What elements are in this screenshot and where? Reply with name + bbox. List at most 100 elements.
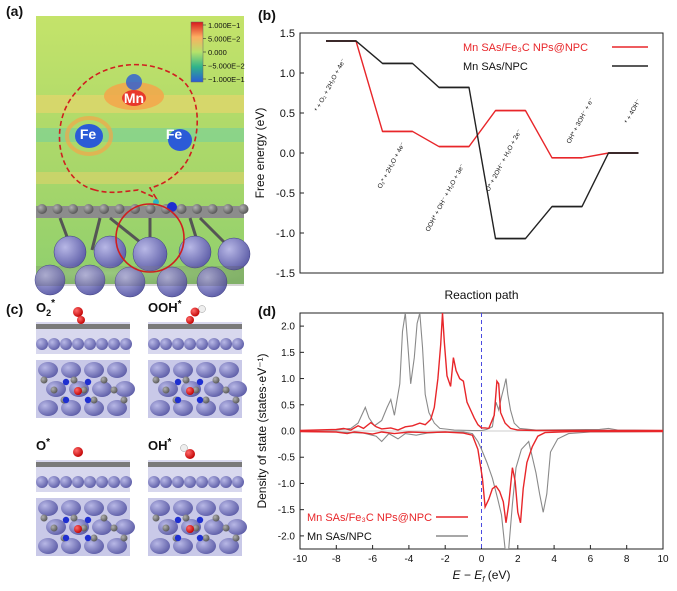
panel-b: 1.5 1.0 0.5 0.0 -0.5 -1.0 -1.5 Free energy (eV)… [253,7,664,302]
carbon-atom-top [110,524,118,532]
step-label: O* + 2OH⁻ + H₂O + 2e⁻ [485,128,524,193]
fe-atom-top [84,538,104,554]
dos-curve-mn-sas-fe3c-up [300,313,663,432]
legend-label: Mn SAs/NPC [307,531,372,543]
fe-atom-top [92,381,112,397]
colorbar-tick-label: 5.000E−2 [208,35,240,44]
zoom-circle [115,203,185,273]
fe-atom [120,338,132,350]
fe-atom [108,476,120,488]
carbon-atom-top [192,386,200,394]
fe-atom-top [219,362,239,378]
carbon-atom-top [110,386,118,394]
fe-atom [36,338,48,350]
carbon-atom-top [202,534,210,542]
fe-atom [160,476,172,488]
y-tick-label: -1.5 [278,505,296,516]
fe-atom-top [92,519,112,535]
fe-atom [36,476,48,488]
legend-label: Mn SAs/Fe₃C NPs@NPC [463,42,588,54]
fe-atom-top [227,519,247,535]
step-label: OOH* + OH⁻ + H₂O + 3e⁻ [425,162,467,233]
fe3c-atom [53,235,87,269]
fe-atom-top [38,400,58,416]
atom-label-fe-left: Fe [80,126,97,142]
nitrogen-atom-top [84,516,92,524]
carbon-atom-top [182,514,190,522]
x-axis-label: E − Ef (eV) [453,568,511,584]
fe-atom [84,338,96,350]
colorbar-tick-label: 0.000 [208,48,227,57]
carbon-layer [148,324,242,329]
carbon-layer [36,462,130,467]
fe-atom-top [196,538,216,554]
fe-atom [208,338,220,350]
carbon-atom [207,204,218,214]
carbon-atom-top [192,524,200,532]
nitrogen-atom-top [196,378,204,386]
adsorbate-label: OOH* [148,299,182,315]
colorbar-tick-label: −1.000E−1 [208,75,245,84]
fe-atom [148,476,160,488]
fe-atom-top [196,362,216,378]
oxygen-atom-top [186,525,194,533]
y-tick-label: -0.5 [278,453,296,464]
carbon-atom [238,204,249,214]
panel-a-label: (a) [6,3,23,19]
y-tick-label: -0.5 [276,188,295,200]
panel-b-label: (b) [258,7,276,23]
nitrogen-atom-top [62,516,70,524]
carbon-atom-top [90,396,98,404]
fe-atom [208,476,220,488]
carbon-atom-top [232,396,240,404]
y-tick-label: 0.0 [281,427,295,438]
fe-atom-top [173,362,193,378]
fe-atom [220,476,232,488]
oxygen-atom [186,316,194,324]
carbon-atom-top [80,524,88,532]
carbon-atom-top [162,524,170,532]
carbon-atom-top [80,386,88,394]
colorbar-ticks: 1.000E−1 5.000E−2 0.000 −5.000E−2 −1.000E−1 [203,21,245,84]
fe-atom [60,476,72,488]
y-tick-label: 1.0 [281,374,295,385]
oxygen-atom [73,307,83,317]
carbon-atom-top [50,386,58,394]
substrate-structure [34,199,251,298]
step-label: O₂* + 2H₂O + 4e⁻ [377,141,408,190]
x-tick-label: 10 [657,554,669,565]
y-tick-label: -2.0 [278,531,296,542]
x-axis-label: Reaction path [444,288,518,302]
x-tick-label: 0 [479,554,485,565]
fe-atom-top [173,500,193,516]
dos-curve-mn-sas-npc-up [300,313,663,432]
carbon-atom-top [212,514,220,522]
step-label: OH* + 3OH⁻ + e⁻ [566,96,596,145]
y-tick-label: -1.0 [278,479,296,490]
fe-atom-top [84,362,104,378]
fe-atom-top [61,538,81,554]
carbon-atom-top [50,524,58,532]
y-tick-label: 1.0 [280,68,295,80]
y-tick-label: 0.5 [280,108,295,120]
nitrogen-atom-top [84,378,92,386]
panel-a: Mn Fe Fe 1.000E−1 5.000E−2 0.000 −5.000E−2 −… [6,3,251,298]
carbon-atom [52,204,63,214]
atom-label-mn: Mn [124,90,144,106]
nitrogen-atom-top [174,396,182,404]
carbon-layer [36,324,130,329]
dos-curve-mn-sas-npc-down [300,430,663,549]
x-tick-label: 4 [551,554,557,565]
legend-label: Mn SAs/NPC [463,61,528,73]
legend-label: Mn SAs/Fe₃C NPs@NPC [307,512,432,524]
fe-atom-top [84,500,104,516]
fe3c-atom [132,236,168,272]
panel-c: (c) O2* OOH* O* OH* [6,298,247,556]
nitrogen-atom-top [62,378,70,386]
fe-atom [48,338,60,350]
nitrogen-atom-top [84,534,92,542]
nitrogen-atom-top [174,516,182,524]
x-tick-label: 8 [624,554,630,565]
fe-atom-top [61,500,81,516]
fe-atom-top [204,381,224,397]
